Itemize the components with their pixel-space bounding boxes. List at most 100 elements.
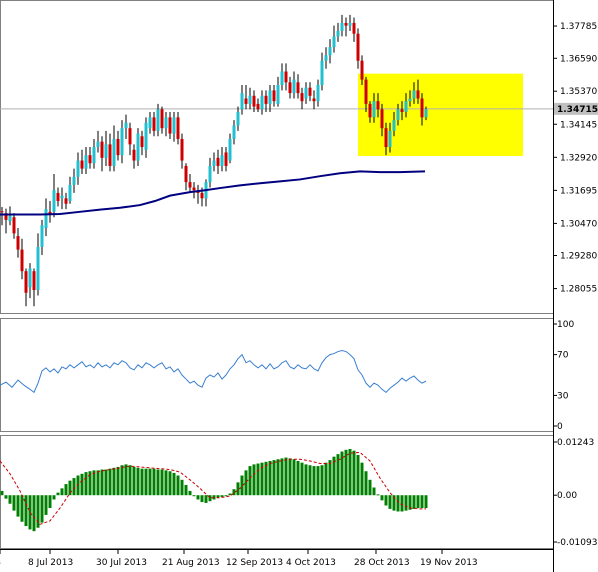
histogram-bar [92, 470, 96, 496]
candle [0, 206, 4, 226]
candle-body [156, 109, 160, 131]
candle-body [140, 136, 144, 148]
price-tick-label: 1.30470 [560, 219, 597, 229]
candle-body [4, 213, 8, 220]
candle-body [220, 155, 224, 166]
candle-body [100, 141, 104, 158]
histogram-bar [132, 466, 136, 496]
histogram-bar [168, 471, 172, 496]
candle [24, 268, 28, 307]
x-tick-label: 4 Oct 2013 [286, 558, 336, 568]
candle [132, 144, 136, 169]
candle-body [340, 22, 344, 32]
osc-tick-label: 0 [557, 422, 563, 432]
candle-body [24, 271, 28, 293]
x-tick-label: 8 Jul 2013 [28, 558, 73, 568]
candle [216, 149, 220, 175]
histogram-bar [16, 495, 20, 517]
histogram-bar [252, 464, 256, 496]
price-tick-label: 1.37785 [560, 22, 597, 32]
candle-body [360, 60, 364, 80]
histogram-bar [300, 462, 304, 496]
candle [136, 128, 140, 166]
candle-body [320, 60, 324, 85]
histogram-bar [324, 462, 328, 496]
candle-body [136, 133, 140, 161]
candle-body [80, 160, 84, 169]
candle-body [284, 71, 288, 83]
histogram-bar [84, 472, 88, 496]
candle [364, 76, 368, 112]
candle-body [244, 98, 248, 104]
candle-body [304, 87, 308, 99]
candle [248, 87, 252, 110]
histogram-bar [308, 465, 312, 496]
histogram-bar [128, 465, 132, 496]
candle [124, 114, 128, 139]
histogram-bar [228, 493, 232, 496]
candle-body [84, 155, 88, 169]
candle [256, 98, 260, 112]
candle [156, 103, 160, 137]
price-tick-label: 1.28055 [560, 285, 597, 295]
histogram-bar [192, 495, 196, 497]
candle-body [56, 192, 60, 202]
histogram-bar [44, 495, 48, 515]
histogram-bar [372, 487, 376, 496]
candle [284, 63, 288, 91]
candle-body [388, 130, 392, 148]
candle [412, 82, 416, 104]
oscillator-panel: 100 70 30 0 [0, 320, 574, 432]
candle-body [368, 103, 372, 118]
x-tick-label: 12 Sep 2013 [226, 558, 283, 568]
candle-body [0, 211, 4, 213]
candle [208, 157, 212, 188]
candle [152, 111, 156, 137]
histogram-bar [124, 464, 128, 496]
candle-body [364, 79, 368, 104]
candle-body [272, 90, 276, 102]
histogram-bar [48, 495, 52, 509]
candle-body [52, 190, 56, 212]
candle-body [300, 93, 304, 102]
candle [420, 93, 424, 126]
candle [316, 79, 320, 107]
candle-body [408, 98, 412, 102]
histogram-bar [156, 469, 160, 496]
candle [140, 130, 144, 156]
histogram-bar [348, 448, 352, 496]
candle [104, 130, 108, 166]
candle [380, 103, 384, 137]
candle-body [288, 82, 292, 94]
histogram-bar [268, 460, 272, 496]
histogram-bar [292, 459, 296, 496]
price-tick-label: 1.35370 [560, 87, 597, 97]
candle-body [108, 144, 112, 166]
histogram-bar [148, 468, 152, 496]
hist-tick-label: 0.01243 [557, 438, 594, 448]
histogram-bar [256, 463, 260, 496]
histogram-bar [224, 495, 228, 497]
candle-body [128, 128, 132, 145]
candle [212, 152, 216, 172]
candle-body [224, 152, 228, 166]
candle-body [312, 98, 316, 102]
candle [196, 184, 200, 204]
candle-body [256, 103, 260, 110]
candle-body [228, 138, 232, 161]
histogram-bar [376, 494, 380, 496]
price-tick-label: 1.36590 [560, 54, 597, 64]
candle [144, 117, 148, 158]
candle [164, 111, 168, 137]
histogram-bar [280, 458, 284, 496]
histogram-bar [104, 469, 108, 496]
candle [328, 39, 332, 64]
candle-body [172, 117, 176, 134]
candle-body [64, 198, 68, 204]
candle [96, 130, 100, 153]
candle [312, 90, 316, 110]
histogram-bar [176, 475, 180, 496]
candle [4, 208, 8, 234]
histogram-panel: 0.01243 0.00 -0.01093 [0, 438, 597, 548]
candle-body [416, 90, 420, 99]
